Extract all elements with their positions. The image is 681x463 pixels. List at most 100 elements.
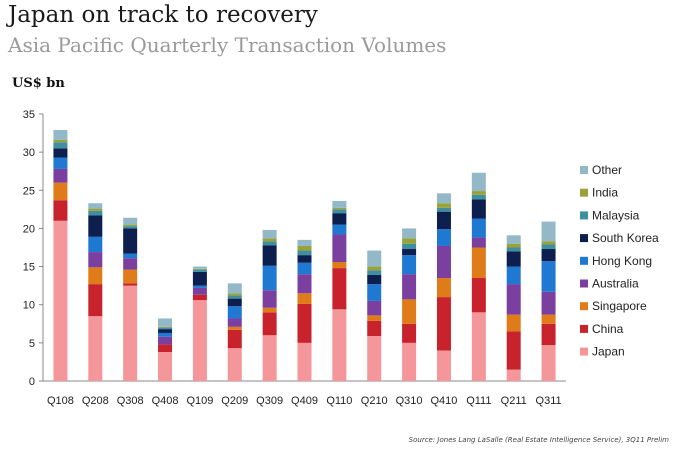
bar-segment-india xyxy=(88,208,103,211)
bar-segment-china xyxy=(436,297,451,351)
y-tick-label: 5 xyxy=(29,338,35,350)
bar-segment-hong-kong xyxy=(332,224,347,235)
bar-segment-malaysia xyxy=(541,244,556,250)
bar-segment-other xyxy=(436,193,451,204)
bar-segment-japan xyxy=(192,300,207,381)
bar-segment-other xyxy=(402,228,417,239)
bar-segment-india xyxy=(227,293,242,296)
bar-segment-japan xyxy=(506,369,521,381)
legend-label: Australia xyxy=(592,277,639,291)
bar-segment-australia xyxy=(158,336,173,345)
legend-swatch xyxy=(580,234,588,243)
bar-segment-australia xyxy=(262,290,277,308)
bar-segment-malaysia xyxy=(471,194,486,200)
bar-segment-malaysia xyxy=(402,243,417,250)
bar-segment-other xyxy=(262,229,277,239)
bar-segment-malaysia xyxy=(506,247,521,252)
bar-segment-south-korea xyxy=(436,211,451,230)
bar-segment-australia xyxy=(471,237,486,248)
x-tick-label: Q111 xyxy=(466,395,491,407)
bar-segment-south-korea xyxy=(158,329,173,333)
legend-swatch xyxy=(580,188,588,197)
bar-segment-hong-kong xyxy=(158,332,173,337)
bar-segment-other xyxy=(192,266,207,269)
bar-segment-singapore xyxy=(262,307,277,313)
bar-segment-hong-kong xyxy=(436,229,451,246)
bar-segment-india xyxy=(262,238,277,242)
bar-segment-south-korea xyxy=(53,148,68,158)
x-tick-label: Q311 xyxy=(536,395,562,407)
bar-segment-india xyxy=(541,241,556,245)
bar-segment-hong-kong xyxy=(88,236,103,253)
bar-segment-japan xyxy=(88,316,103,381)
bar-segment-china xyxy=(123,283,138,286)
bar-segment-india xyxy=(123,224,138,227)
bar-segment-australia xyxy=(227,318,242,327)
bar-segment-malaysia xyxy=(436,207,451,212)
bar-segment-other xyxy=(227,283,242,294)
x-tick-label: Q211 xyxy=(501,395,527,407)
y-tick-label: 20 xyxy=(23,223,35,235)
bar-segment-hong-kong xyxy=(471,218,486,238)
x-tick-label: Q108 xyxy=(47,395,74,407)
bar-segment-japan xyxy=(471,312,486,381)
bar-segment-singapore xyxy=(123,269,138,284)
bar-segment-china xyxy=(192,294,207,301)
bar-segment-hong-kong xyxy=(53,157,68,169)
bar-segment-china xyxy=(227,329,242,349)
y-tick-label: 25 xyxy=(23,185,35,197)
chart-title: Japan on track to recovery xyxy=(8,2,318,28)
bar-segment-south-korea xyxy=(541,249,556,262)
y-axis-unit-label: US$ bn xyxy=(12,76,65,91)
bar-segment-australia xyxy=(53,168,68,183)
bar-segment-malaysia xyxy=(332,209,347,214)
bar-segment-australia xyxy=(506,284,521,315)
bar-segment-china xyxy=(332,268,347,310)
legend-swatch xyxy=(580,347,588,356)
bar-segment-japan xyxy=(332,309,347,381)
bar-segment-australia xyxy=(402,274,417,300)
legend-label: Malaysia xyxy=(592,208,640,222)
bar-segment-singapore xyxy=(332,261,347,269)
y-tick-label: 15 xyxy=(23,262,35,274)
bar-segment-japan xyxy=(367,335,382,381)
x-tick-label: Q309 xyxy=(256,395,283,407)
legend-label: Other xyxy=(592,163,622,177)
y-tick-label: 30 xyxy=(23,147,35,159)
bar-segment-china xyxy=(402,323,417,343)
legend-swatch xyxy=(580,256,588,265)
bar-segment-japan xyxy=(262,335,277,381)
x-tick-label: Q308 xyxy=(117,395,144,407)
bar-segment-south-korea xyxy=(123,228,138,254)
bar-segment-japan xyxy=(541,345,556,381)
bar-segment-china xyxy=(297,303,312,343)
legend-label: India xyxy=(592,186,618,200)
bar-segment-china xyxy=(471,278,486,313)
bar-segment-other xyxy=(332,200,347,208)
bar-segment-other xyxy=(541,221,556,242)
bar-segment-australia xyxy=(436,245,451,279)
source-note: Source: Jones Lang LaSalle (Real Estate … xyxy=(408,436,669,444)
bar-segment-singapore xyxy=(88,267,103,285)
bar-segment-japan xyxy=(402,342,417,381)
bar-segment-china xyxy=(541,323,556,346)
bar-segment-china xyxy=(506,331,521,370)
bar-segment-australia xyxy=(541,291,556,315)
bar-segment-singapore xyxy=(297,293,312,304)
bar-segment-malaysia xyxy=(367,270,382,275)
bar-segment-other xyxy=(297,239,312,246)
bar-segment-other xyxy=(158,318,173,327)
bar-segment-singapore xyxy=(402,299,417,324)
x-tick-label: Q310 xyxy=(396,395,423,407)
bar-segment-australia xyxy=(332,234,347,262)
bar-segment-malaysia xyxy=(227,295,242,299)
legend-label: Singapore xyxy=(592,299,647,313)
legend-swatch xyxy=(580,279,588,288)
bar-segment-china xyxy=(262,312,277,336)
legend-swatch xyxy=(580,324,588,333)
legend-swatch xyxy=(580,166,588,174)
bar-segment-south-korea xyxy=(402,249,417,256)
bar-segment-malaysia xyxy=(158,327,173,330)
bar-segment-hong-kong xyxy=(123,253,138,259)
bar-segment-japan xyxy=(158,352,173,381)
